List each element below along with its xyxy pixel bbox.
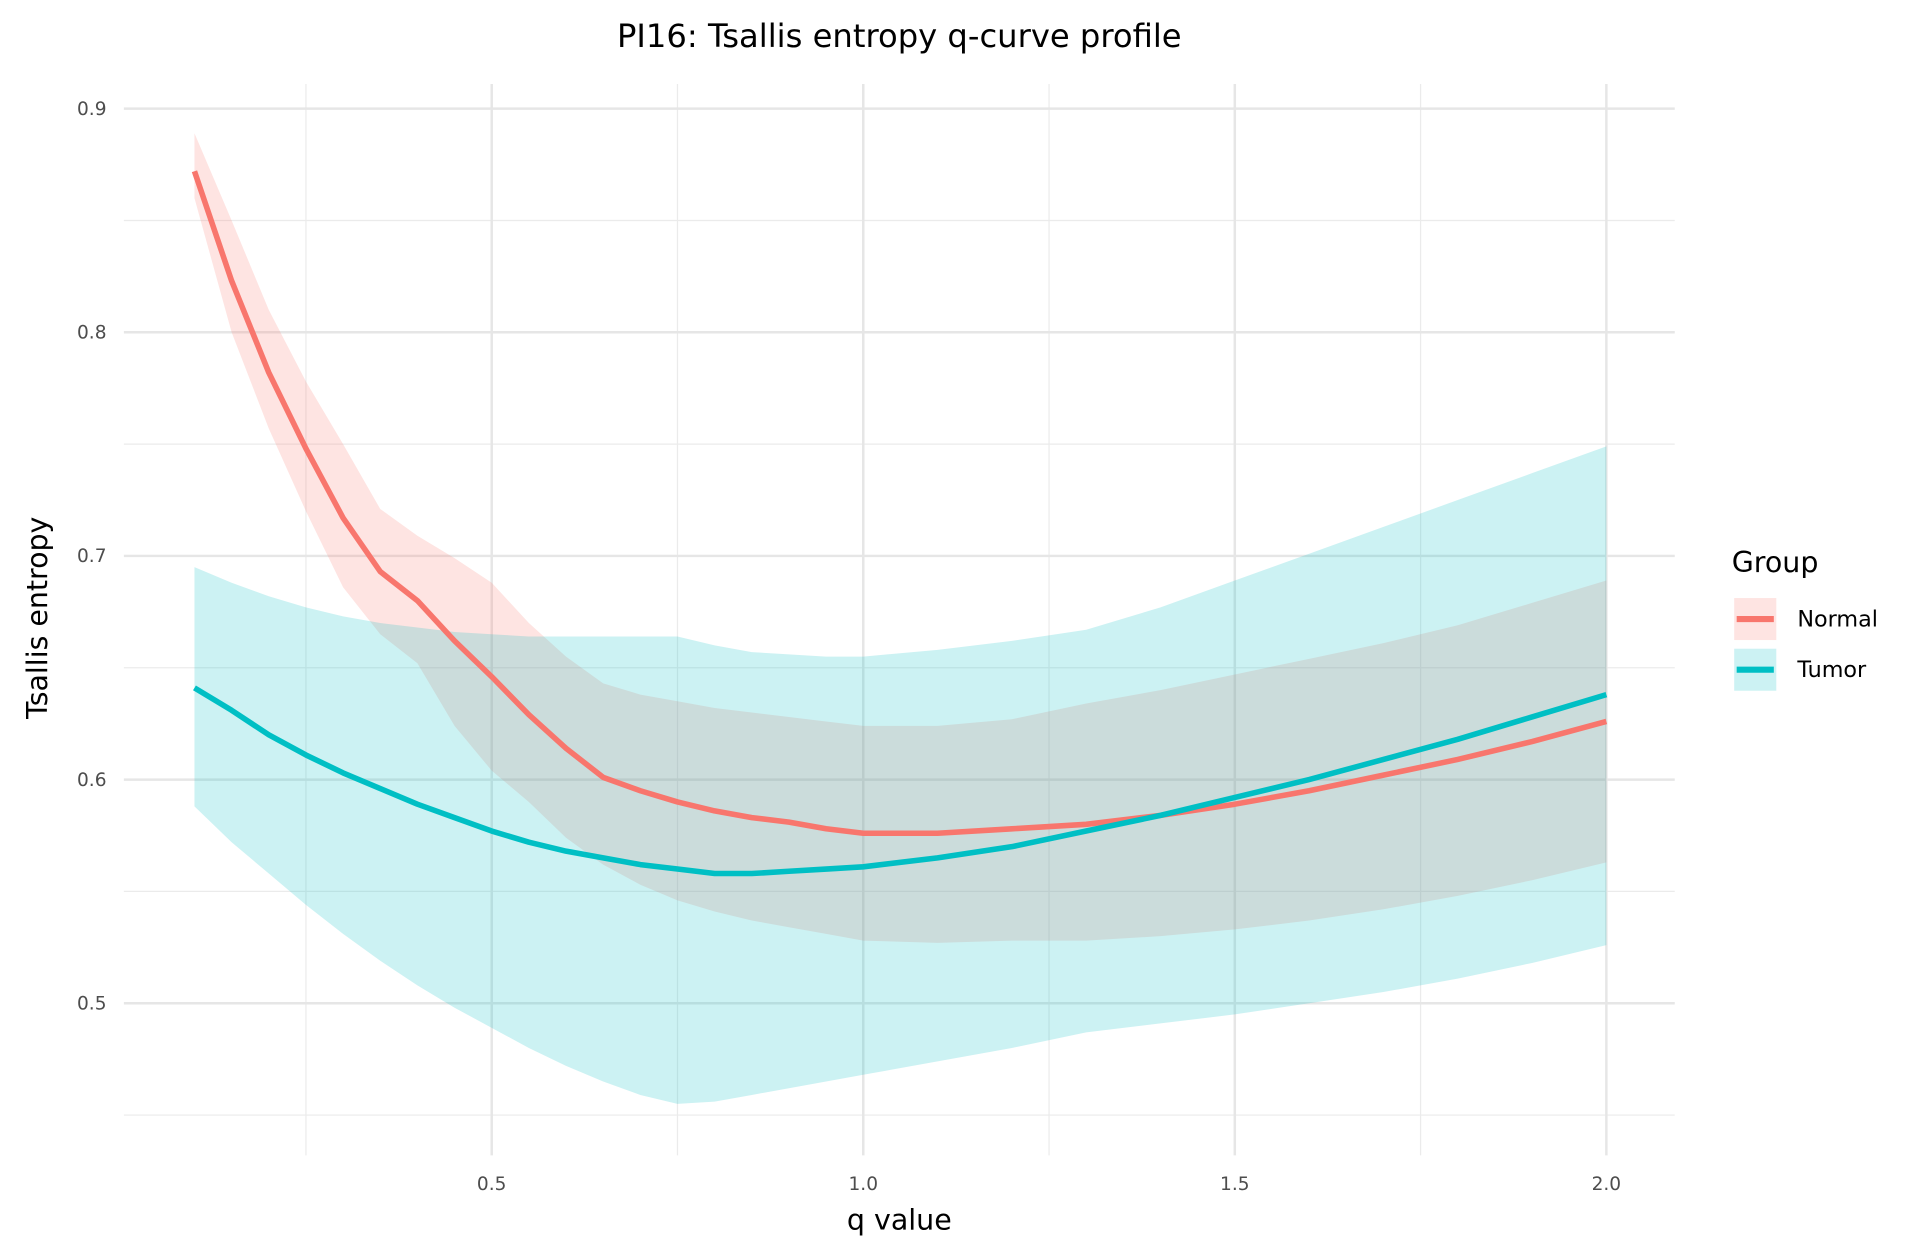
y-axis-label: Tsallis entropy (21, 517, 54, 720)
y-tick-label: 0.8 (77, 322, 107, 343)
chart-title: PI16: Tsallis entropy q-curve profile (617, 17, 1182, 55)
x-tick-label: 0.5 (477, 1174, 507, 1195)
x-tick-label: 1.5 (1220, 1174, 1250, 1195)
line-normal (191, 170, 1608, 837)
series-lines (191, 170, 1608, 877)
x-tick-label: 2.0 (1592, 1174, 1622, 1195)
confidence-bands (194, 133, 1607, 1104)
x-tick-label: 1.0 (848, 1174, 878, 1195)
line-tumor (193, 685, 1608, 877)
legend-label: Tumor (1796, 657, 1867, 683)
y-tick-label: 0.5 (77, 993, 107, 1014)
legend-item-tumor: Tumor (1734, 648, 1867, 691)
legend-label: Normal (1797, 606, 1878, 632)
legend-item-normal: Normal (1734, 598, 1878, 641)
y-tick-label: 0.7 (77, 546, 107, 567)
legend: Group Normal Tumor (1732, 546, 1878, 691)
axis-ticks: 0.5 1.0 1.5 2.0 0.5 0.6 0.7 0.8 0.9 (77, 99, 1621, 1195)
gridlines (123, 84, 1675, 1156)
legend-title: Group (1732, 546, 1819, 579)
y-tick-label: 0.6 (77, 770, 107, 791)
y-tick-label: 0.9 (77, 99, 107, 120)
x-axis-label: q value (847, 1203, 952, 1236)
band-normal (194, 133, 1607, 943)
band-tumor (194, 446, 1607, 1104)
